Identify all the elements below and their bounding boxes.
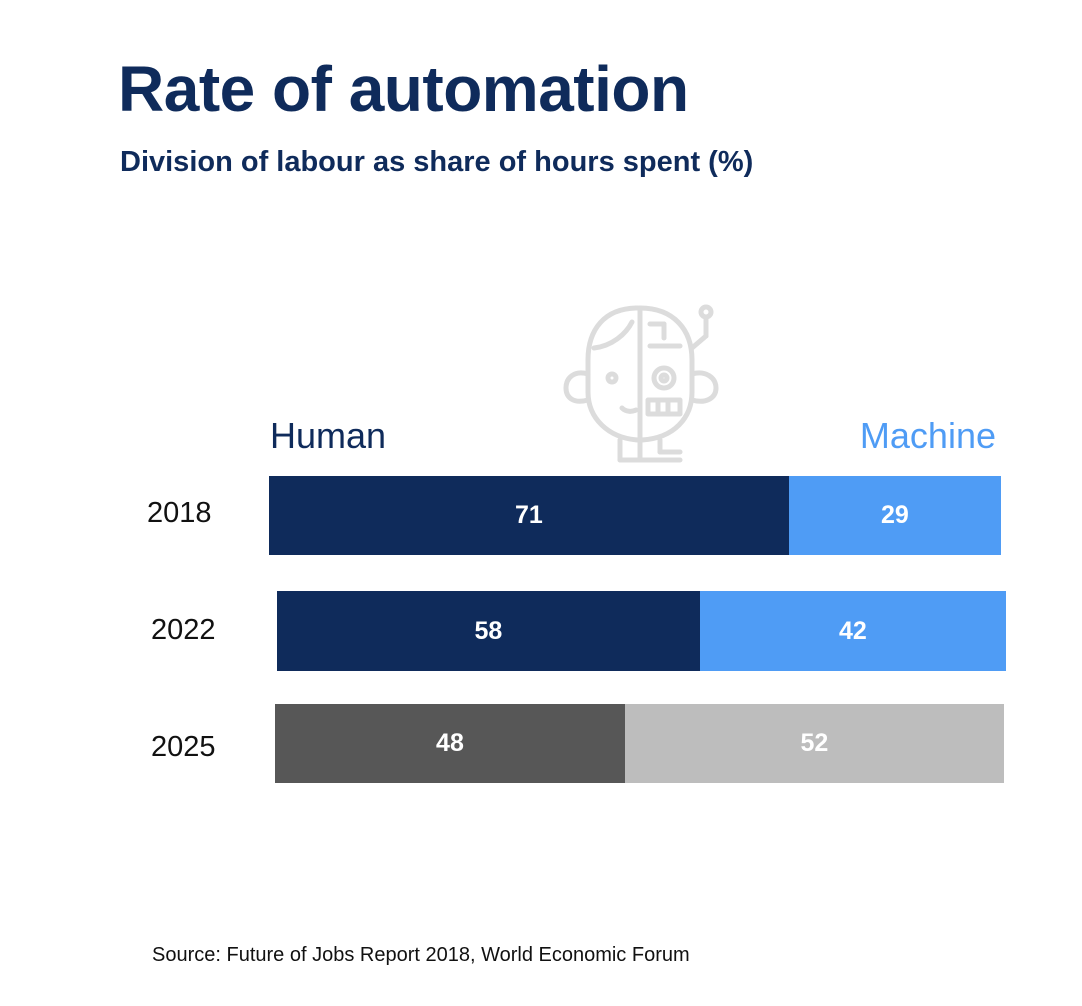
bar-row-2025: 48 52: [275, 704, 1004, 783]
legend-human: Human: [270, 415, 387, 456]
chart-subtitle: Division of labour as share of hours spe…: [120, 146, 754, 178]
bar-segment-human-2025: 48: [275, 704, 625, 783]
data-label-human-2018: 71: [514, 501, 543, 529]
legend-machine: Machine: [859, 415, 996, 456]
bar-segment-human-2022: 58: [277, 591, 700, 671]
data-label-human-2025: 48: [436, 729, 464, 757]
chart-title: Rate of automation: [118, 53, 689, 125]
data-label-machine-2022: 42: [838, 616, 867, 645]
robot-human-face-icon: [563, 304, 719, 463]
data-label-machine-2025: 52: [800, 729, 829, 757]
category-label-2025: 2025: [151, 731, 216, 763]
bar-row-2022: 58 42: [277, 591, 1006, 671]
bar-segment-machine-2025: 52: [624, 704, 1004, 783]
bar-segment-human-2018: 71: [269, 476, 789, 555]
data-label-machine-2018: 29: [880, 501, 909, 529]
data-label-human-2022: 58: [474, 616, 503, 645]
bar-row-2018: 71 29: [269, 476, 1001, 555]
source-note: Source: Future of Jobs Report 2018, Worl…: [152, 944, 690, 966]
category-label-2022: 2022: [151, 614, 216, 646]
category-label-2018: 2018: [147, 497, 212, 529]
bar-segment-machine-2018: 29: [788, 476, 1001, 555]
bar-segment-machine-2022: 42: [699, 591, 1006, 671]
